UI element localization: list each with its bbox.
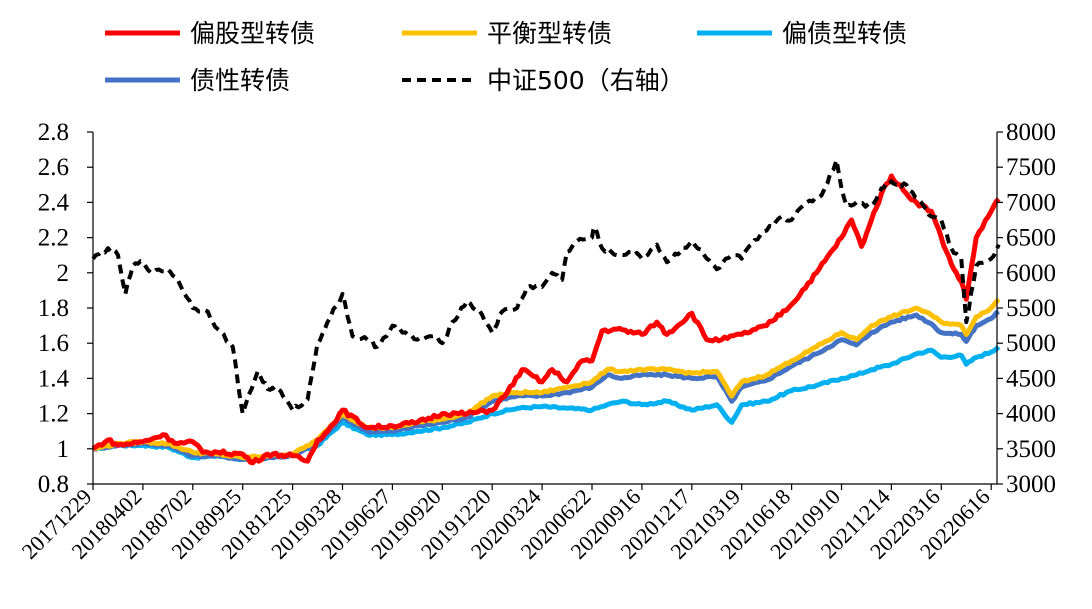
series-line-debt_cb <box>92 344 1001 463</box>
y-left-tick-label: 0.8 <box>38 471 69 498</box>
y-right-tick-label: 3000 <box>1006 471 1056 498</box>
y-left-tick-label: 1 <box>57 436 70 463</box>
y-left-tick-label: 1.4 <box>38 365 70 392</box>
y-right-tick-label: 5000 <box>1006 330 1056 357</box>
series-line-csi500 <box>91 158 1001 416</box>
y-right-tick-label: 5500 <box>1006 295 1056 322</box>
y-left-tick-label: 2.2 <box>38 225 69 252</box>
legend-label-csi500: 中证500（右轴） <box>487 66 685 95</box>
y-left-tick-label: 1.8 <box>38 295 69 322</box>
y-right-tick-label: 7500 <box>1006 154 1056 181</box>
y-right-tick-label: 8000 <box>1006 119 1056 146</box>
y-right-tick-label: 6000 <box>1006 260 1056 287</box>
y-left-tick-label: 2.6 <box>38 154 69 181</box>
legend-label-equity_cb: 偏股型转债 <box>190 19 315 48</box>
y-left-tick-label: 1.6 <box>38 330 69 357</box>
legend-label-debt_cb: 偏债型转债 <box>782 19 907 48</box>
y-left-tick-label: 2.4 <box>38 189 70 216</box>
y-right-tick-label: 7000 <box>1006 189 1056 216</box>
series-line-equity_cb <box>91 173 1001 466</box>
y-right-tick-label: 4500 <box>1006 365 1056 392</box>
series-layer <box>91 158 1001 466</box>
y-right-tick-label: 4000 <box>1006 401 1056 428</box>
legend-label-balanced_cb: 平衡型转债 <box>487 19 612 48</box>
y-right-tick-label: 3500 <box>1006 436 1056 463</box>
y-left-tick-label: 1.2 <box>38 401 69 428</box>
y-right-tick-label: 6500 <box>1006 225 1056 252</box>
legend-label-bond_like_cb: 债性转债 <box>190 66 290 95</box>
y-left-tick-label: 2.8 <box>38 119 69 146</box>
y-left-tick-label: 2 <box>57 260 70 287</box>
